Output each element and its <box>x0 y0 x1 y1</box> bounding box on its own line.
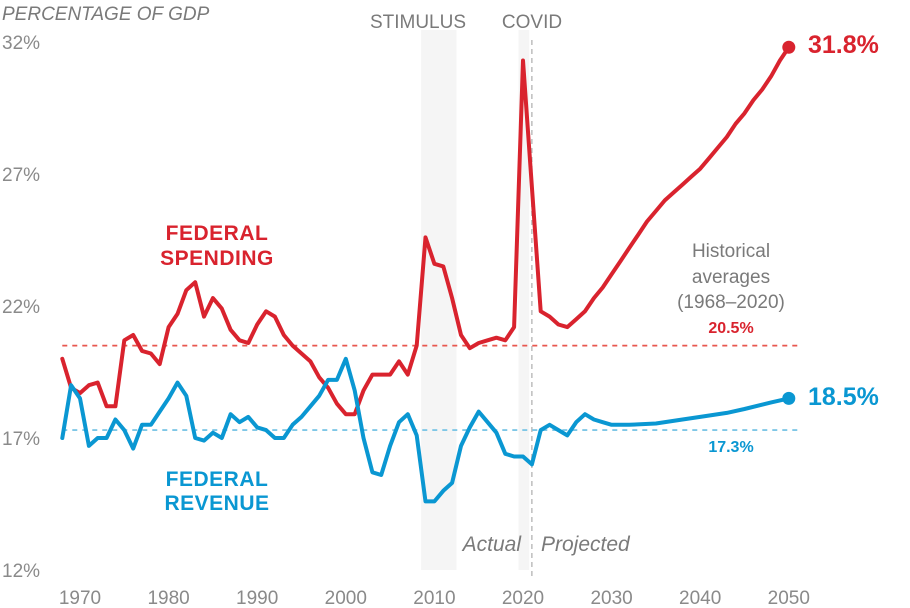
y-tick-label: 22% <box>2 297 40 318</box>
revenue-end-label: 18.5% <box>808 383 879 411</box>
x-tick-label: 1970 <box>59 588 101 608</box>
revenue-series-label-2: REVENUE <box>164 492 269 515</box>
revenue-average-label: 17.3% <box>708 439 753 456</box>
covid-band <box>518 30 530 570</box>
revenue-series-label-1: FEDERAL <box>166 468 269 491</box>
x-tick-label: 2040 <box>679 588 721 608</box>
y-tick-label: 12% <box>2 561 40 582</box>
x-tick-label: 2010 <box>413 588 455 608</box>
projected-label: Projected <box>541 533 631 556</box>
spending-end-label: 31.8% <box>808 31 879 59</box>
actual-label: Actual <box>461 533 523 556</box>
spending-line <box>60 45 791 417</box>
x-tick-label: 2030 <box>590 588 632 608</box>
spending-series-label-2: SPENDING <box>160 247 274 270</box>
historical-label-2: averages <box>692 267 770 288</box>
y-tick-label: 27% <box>2 165 40 186</box>
x-tick-label: 2020 <box>502 588 544 608</box>
x-tick-label: 2000 <box>325 588 367 608</box>
x-tick-label: 1980 <box>147 588 189 608</box>
x-tick-label: 1990 <box>236 588 278 608</box>
y-tick-label: 32% <box>2 33 40 54</box>
x-tick-label: 2050 <box>768 588 810 608</box>
stimulus-label: STIMULUS <box>370 12 466 33</box>
historical-label-3: (1968–2020) <box>677 292 785 313</box>
historical-label-1: Historical <box>692 241 770 262</box>
spending-series-label-1: FEDERAL <box>166 222 269 245</box>
spending-average-label: 20.5% <box>708 320 753 337</box>
covid-label: COVID <box>502 12 562 33</box>
revenue-line <box>60 356 791 504</box>
spending-end-point <box>782 40 796 54</box>
y-tick-label: 17% <box>2 429 40 450</box>
revenue-end-point <box>782 391 796 405</box>
y-axis-label: PERCENTAGE OF GDP <box>2 4 210 25</box>
